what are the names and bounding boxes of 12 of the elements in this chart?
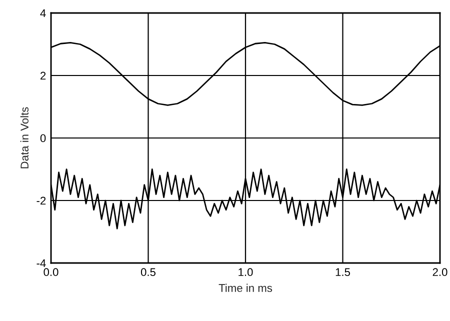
y-tick-label: 0 bbox=[40, 134, 46, 142]
y-tick-label: -4 bbox=[36, 259, 46, 268]
y-axis-title: Data in Volts bbox=[20, 107, 29, 168]
x-tick-label: 0.5 bbox=[140, 268, 156, 276]
y-tick-label: 4 bbox=[40, 9, 46, 18]
x-tick-label: 1.0 bbox=[238, 268, 253, 276]
x-tick-label: 1.5 bbox=[336, 268, 350, 276]
x-tick-label: 2.0 bbox=[432, 268, 448, 276]
y-tick-label: 2 bbox=[40, 72, 46, 80]
y-tick-label: -2 bbox=[36, 196, 46, 205]
x-axis-title: Time in ms bbox=[218, 284, 272, 292]
x-tick-label: 0.0 bbox=[44, 268, 58, 276]
